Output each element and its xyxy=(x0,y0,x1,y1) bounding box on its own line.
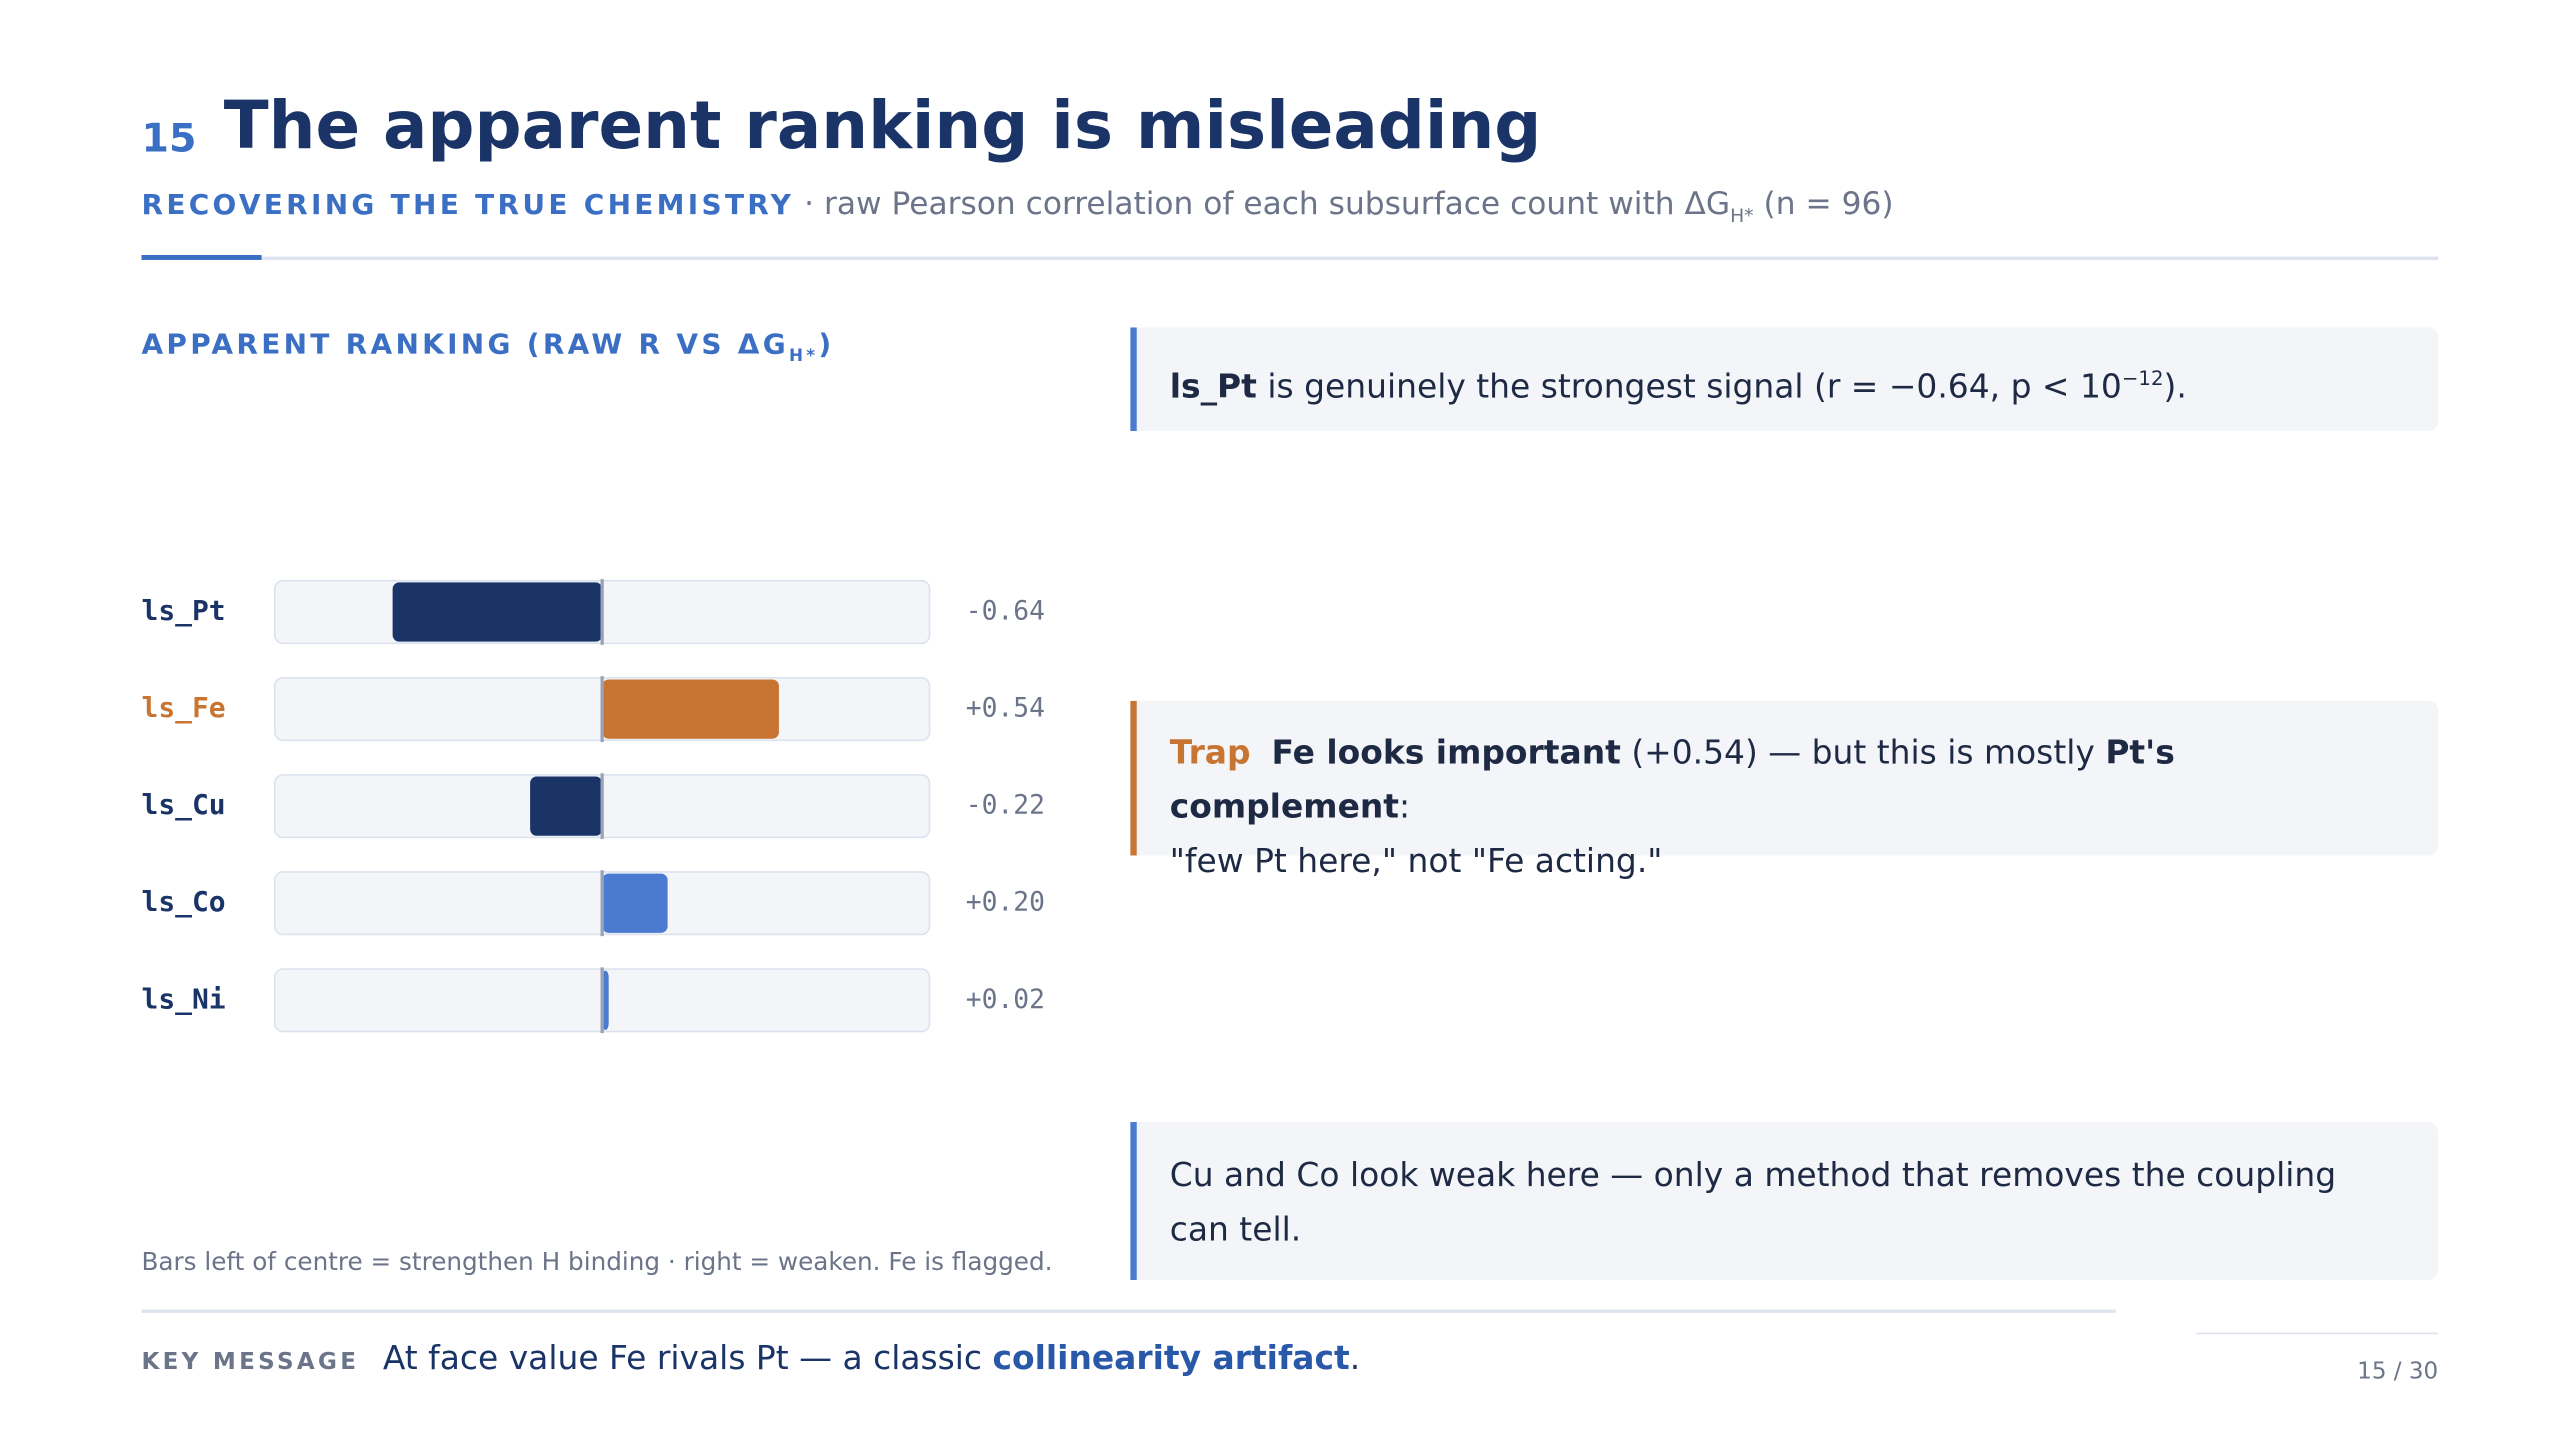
bar xyxy=(602,679,779,739)
callout-text: Cu and Co look weak here — only a method… xyxy=(1169,1154,2337,1249)
bar xyxy=(530,776,603,836)
chart-title-tail: ) xyxy=(818,329,835,362)
chart-title-text: APPARENT RANKING (RAW R VS ΔG xyxy=(141,329,789,362)
callout-text: "few Pt here," not "Fe acting." xyxy=(1169,840,1663,881)
callout-bold: Pt's complement xyxy=(1169,732,2175,826)
value-label: +0.20 xyxy=(966,888,1045,918)
callout-tail: ). xyxy=(2163,366,2187,406)
subtitle-tail: (n = 96) xyxy=(1763,185,1894,223)
key-message-label: KEY MESSAGE xyxy=(141,1349,360,1376)
rule xyxy=(141,256,2439,260)
subtitle-sub: H* xyxy=(1730,203,1754,227)
subtitle-lead: RECOVERING THE TRUE CHEMISTRY xyxy=(141,189,795,223)
category-label: ls_Cu xyxy=(141,788,225,821)
chart-title-sub: H* xyxy=(788,347,819,366)
chart: ls_Pt -0.64 ls_Fe +0.54 ls_Cu -0.22 ls_Co +0.20… xyxy=(141,579,1045,1034)
category-label: ls_Fe xyxy=(141,691,225,724)
callout-bold: Fe looks important xyxy=(1271,732,1621,772)
key-message-text: At face value Fe rivals Pt — a classic xyxy=(382,1337,983,1378)
chart-note: Bars left of centre = strengthen H bindi… xyxy=(141,1247,1053,1277)
rule xyxy=(2196,1332,2439,1335)
callout-bold: ls_Pt xyxy=(1169,366,1257,406)
value-label: +0.02 xyxy=(966,985,1045,1015)
callout-sup: −12 xyxy=(2121,366,2164,390)
rule-accent xyxy=(141,255,262,260)
callout: Cu and Co look weak here — only a method… xyxy=(1130,1122,2439,1280)
key-message: KEY MESSAGE At face value Fe rivals Pt —… xyxy=(141,1338,1360,1377)
value-label: -0.64 xyxy=(966,597,1045,627)
slide-number: 15 xyxy=(141,115,197,162)
subtitle-text: · raw Pearson correlation of each subsur… xyxy=(804,185,1731,223)
callout: Trap Fe looks important (+0.54) — but th… xyxy=(1130,700,2439,880)
callout-text: (+0.54) — but this is mostly xyxy=(1631,732,2095,772)
slide-title: The apparent ranking is misleading xyxy=(223,88,1542,165)
value-label: +0.54 xyxy=(966,694,1045,724)
bar xyxy=(602,873,668,933)
page-number: 15 / 30 xyxy=(2357,1358,2439,1386)
value-label: -0.22 xyxy=(966,791,1045,821)
subtitle: RECOVERING THE TRUE CHEMISTRY · raw Pear… xyxy=(141,186,1893,227)
category-label: ls_Ni xyxy=(141,982,225,1015)
bar xyxy=(392,582,603,642)
callout-tag: Trap xyxy=(1169,732,1251,772)
category-label: ls_Co xyxy=(141,885,225,918)
category-label: ls_Pt xyxy=(141,594,225,627)
key-message-bold: collinearity artifact xyxy=(992,1337,1350,1378)
callout-tail: : xyxy=(1399,786,1411,826)
chart-title: APPARENT RANKING (RAW R VS ΔGH*) xyxy=(141,329,834,366)
rule xyxy=(141,1309,2116,1313)
key-message-tail: . xyxy=(1349,1337,1361,1378)
callout-text: is genuinely the strongest signal (r = −… xyxy=(1267,366,2122,406)
callout: ls_Pt is genuinely the strongest signal … xyxy=(1130,327,2439,432)
